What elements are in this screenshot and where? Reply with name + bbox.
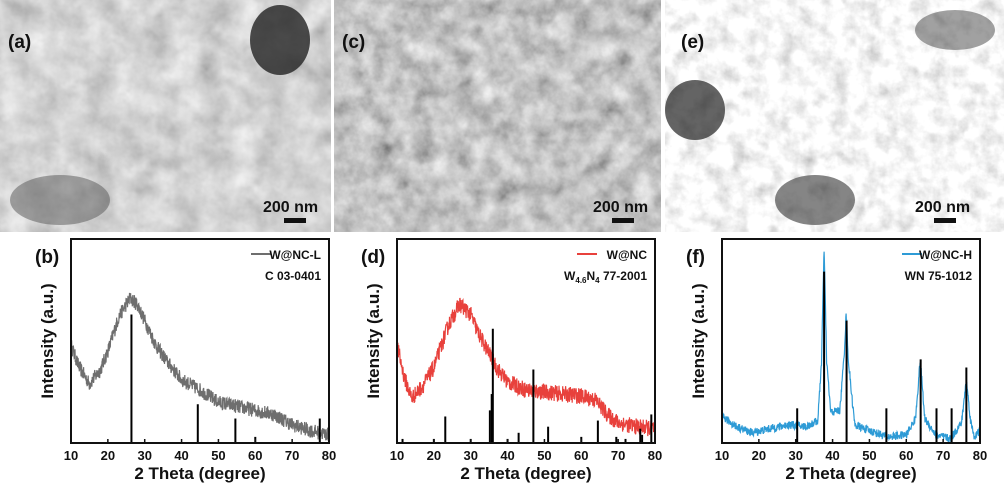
sem-image-a — [0, 0, 331, 232]
panel-label: (f) — [686, 247, 705, 268]
reference-label-part: 4.6 — [575, 276, 587, 285]
x-tick-label: 60 — [574, 448, 588, 463]
x-tick-label: 70 — [611, 448, 625, 463]
x-tick-label: 30 — [463, 448, 477, 463]
scale-bar-a — [284, 218, 306, 223]
reference-label-part: 4 — [595, 276, 600, 285]
x-tick-label: 70 — [285, 448, 299, 463]
x-tick-label: 20 — [752, 448, 766, 463]
x-tick-label: 10 — [64, 448, 78, 463]
scale-bar-label-e: 200 nm — [915, 199, 971, 216]
plot-frame — [70, 238, 330, 444]
panel-label-a: (a) — [8, 32, 32, 53]
x-tick-label: 50 — [862, 448, 876, 463]
scale-bar-e — [934, 218, 956, 223]
x-tick-label: 70 — [936, 448, 950, 463]
x-tick-label: 60 — [248, 448, 262, 463]
x-tick-label: 80 — [973, 448, 987, 463]
y-axis-label: Intensity (a.u.) — [38, 283, 57, 398]
panel-label-e: (e) — [681, 32, 705, 53]
x-tick-label: 30 — [137, 448, 151, 463]
sem-image-e — [665, 0, 1004, 232]
reference-label: W4.6N4 77-2001 — [564, 269, 647, 285]
panel-label: (b) — [35, 247, 59, 268]
plot-frame — [721, 238, 981, 444]
series-line-W@NC — [396, 297, 656, 437]
x-tick-label: 40 — [500, 448, 514, 463]
scale-bar-label-c: 200 nm — [593, 199, 649, 216]
chart-f: 10 20 30 40 50 60 70 80 2 Theta (degree) Intensit… — [686, 238, 987, 483]
x-tick-label: 20 — [101, 448, 115, 463]
y-axis-label: Intensity (a.u.) — [364, 283, 383, 398]
legend-label: W@NC — [607, 248, 648, 262]
x-tick-label: 10 — [390, 448, 404, 463]
series-line-W@NC-L — [70, 292, 330, 441]
chart-b: 10 20 30 40 50 60 70 80 2 Theta (degree) Intensit… — [35, 238, 336, 483]
x-tick-label: 10 — [715, 448, 729, 463]
scale-bar-c — [612, 218, 634, 223]
x-tick-label: 80 — [648, 448, 662, 463]
x-axis-label: 2 Theta (degree) — [134, 464, 265, 483]
legend-label: W@NC-L — [269, 248, 321, 262]
x-axis-label: 2 Theta (degree) — [785, 464, 916, 483]
x-tick-label: 50 — [537, 448, 551, 463]
reference-label-part: 77-2001 — [600, 269, 648, 283]
reference-label: C 03-0401 — [265, 269, 321, 283]
panel-label: (d) — [361, 247, 385, 268]
x-tick-label: 40 — [174, 448, 188, 463]
x-tick-label: 60 — [899, 448, 913, 463]
chart-d: 10 20 30 40 50 60 70 80 2 Theta (degree) Intensit… — [361, 238, 662, 483]
x-tick-label: 30 — [788, 448, 802, 463]
x-tick-label: 40 — [825, 448, 839, 463]
panel-label-c: (c) — [342, 32, 366, 53]
sem-image-c — [334, 0, 661, 232]
reference-label-part: N — [587, 269, 596, 283]
scale-bar-label-a: 200 nm — [263, 199, 319, 216]
reference-label: WN 75-1012 — [905, 269, 973, 283]
y-axis-label: Intensity (a.u.) — [689, 283, 708, 398]
x-tick-label: 50 — [211, 448, 225, 463]
x-axis-label: 2 Theta (degree) — [460, 464, 591, 483]
plot-frame — [396, 238, 656, 444]
x-tick-label: 20 — [427, 448, 441, 463]
reference-label-part: W — [564, 269, 576, 283]
x-tick-label: 80 — [322, 448, 336, 463]
legend-label: W@NC-H — [919, 248, 972, 262]
